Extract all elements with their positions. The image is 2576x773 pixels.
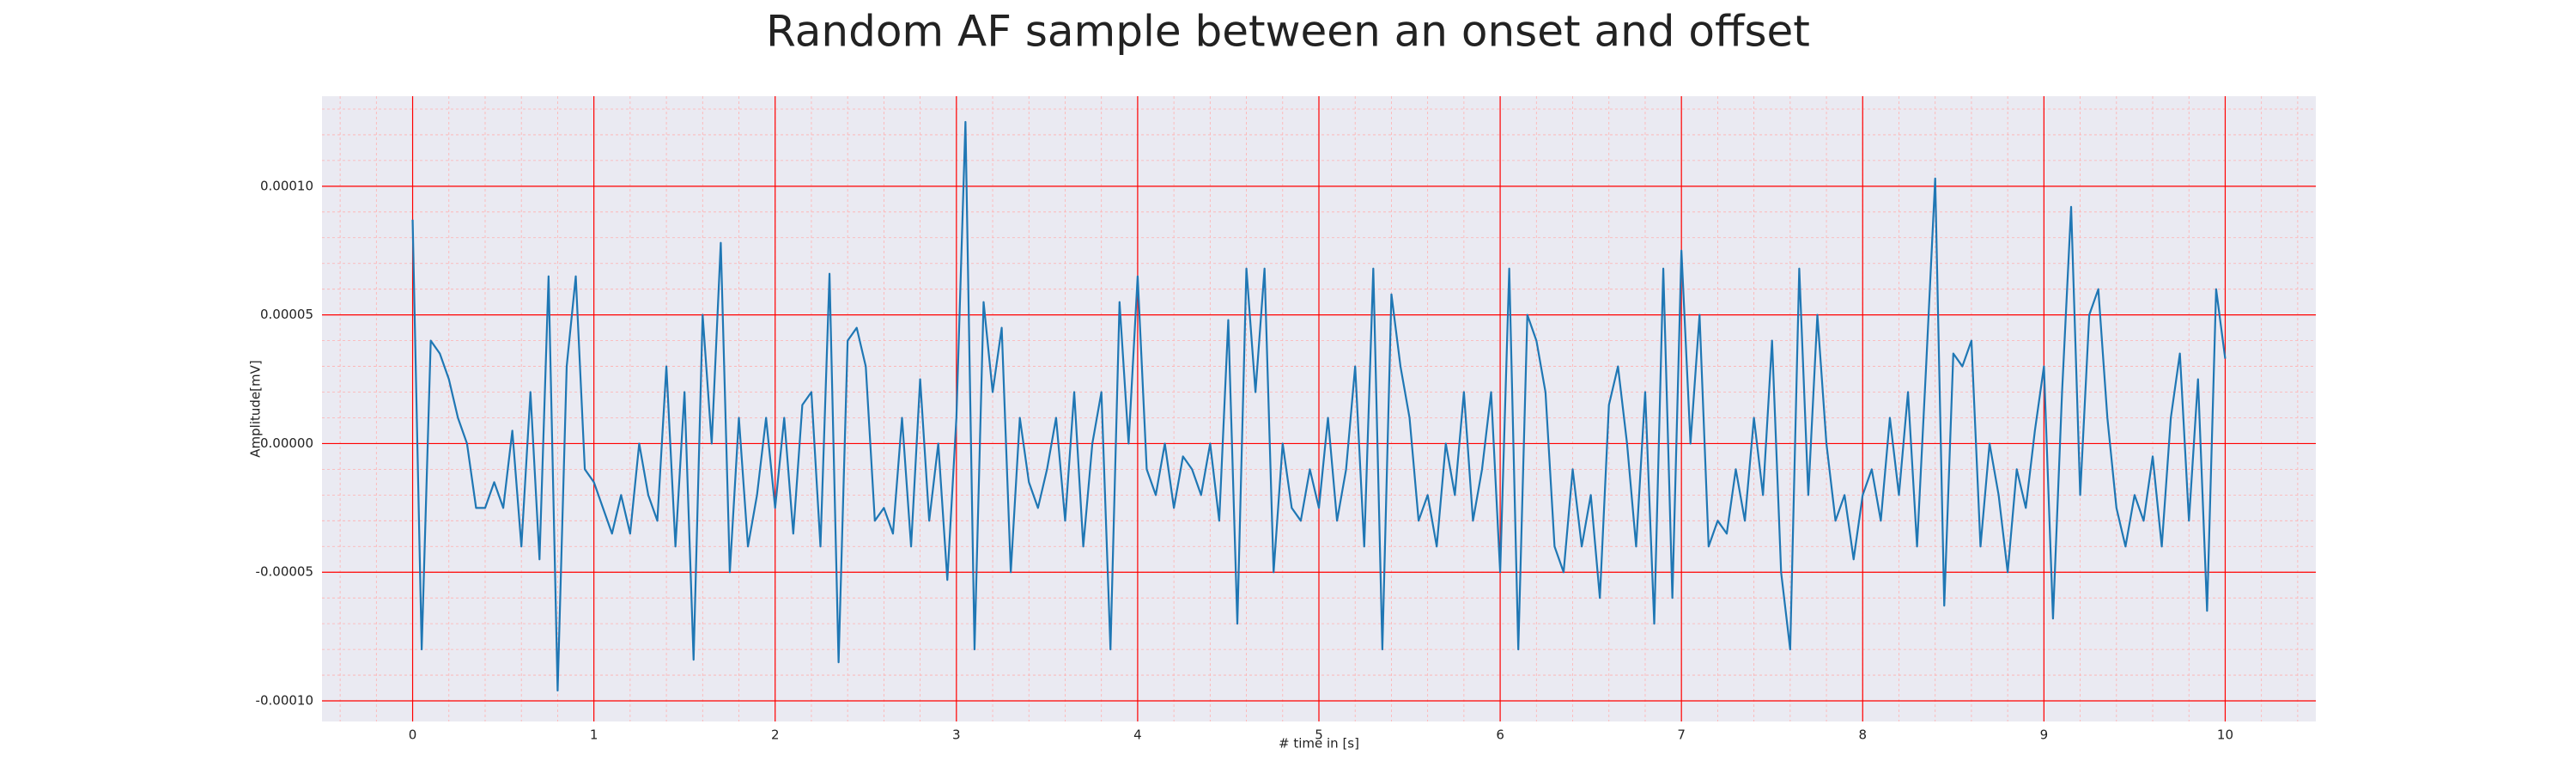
x-tick-label: 5 xyxy=(1315,727,1323,743)
y-tick-label: -0.00010 xyxy=(256,693,313,709)
x-tick-label: 8 xyxy=(1858,727,1867,743)
x-tick-label: 9 xyxy=(2040,727,2049,743)
x-tick-label: 7 xyxy=(1677,727,1686,743)
y-tick-label: 0.00000 xyxy=(260,435,313,451)
x-tick-label: 6 xyxy=(1496,727,1504,743)
x-tick-label: 3 xyxy=(952,727,961,743)
x-tick-label: 10 xyxy=(2217,727,2233,743)
y-tick-label: 0.00005 xyxy=(260,307,313,322)
x-axis-label: # time in [s] xyxy=(1279,736,1359,752)
x-tick-label: 2 xyxy=(771,727,780,743)
x-tick-label: 1 xyxy=(590,727,598,743)
x-tick-label: 4 xyxy=(1133,727,1142,743)
y-axis-label: Amplitude[mV] xyxy=(248,360,264,457)
x-tick-label: 0 xyxy=(409,727,417,743)
signal-line xyxy=(411,120,2227,692)
y-tick-label: -0.00005 xyxy=(256,564,313,580)
y-tick-label: 0.00010 xyxy=(260,178,313,193)
chart-title: Random AF sample between an onset and of… xyxy=(766,7,1810,57)
